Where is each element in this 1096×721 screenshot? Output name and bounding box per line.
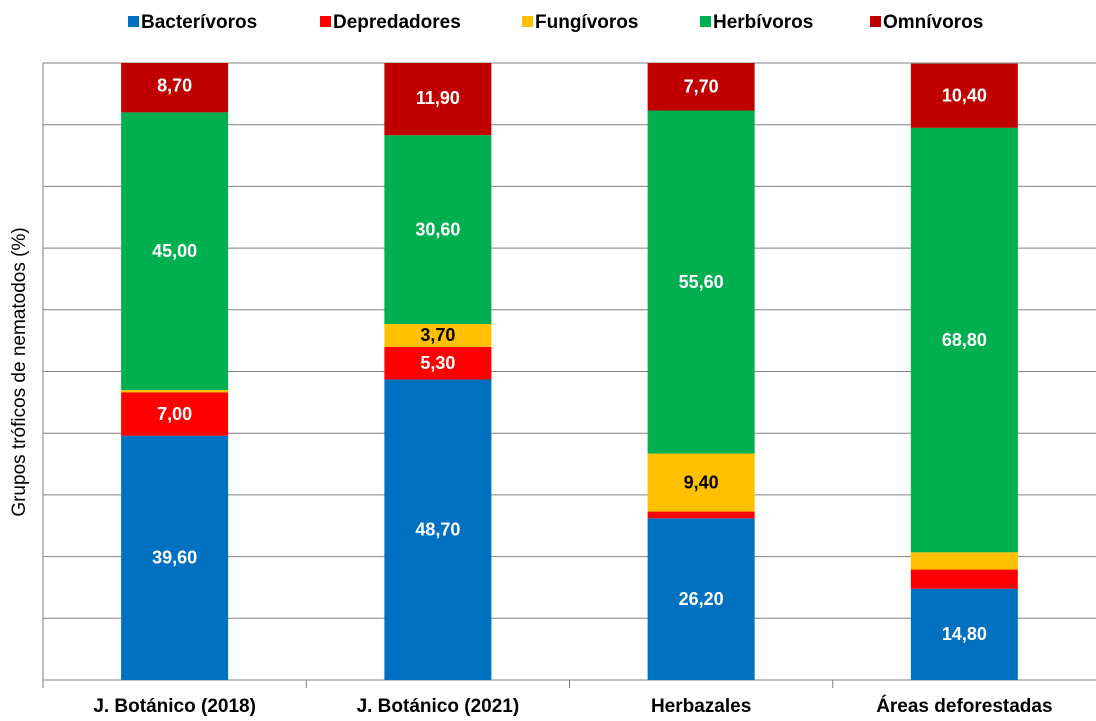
bar-segment xyxy=(647,63,755,111)
bar-segment xyxy=(384,379,492,680)
bar-segment xyxy=(121,112,229,391)
bar-segment xyxy=(647,511,755,519)
bar-segment xyxy=(384,323,492,347)
legend-label: Bacterívoros xyxy=(141,12,257,33)
bar-segment xyxy=(121,63,229,113)
bar-segment xyxy=(121,392,229,436)
data-label: 7,70 xyxy=(684,77,719,97)
data-label: 7,00 xyxy=(157,404,192,424)
bar-segment xyxy=(910,127,1018,553)
data-label: 48,70 xyxy=(415,520,460,540)
data-label: 10,40 xyxy=(942,85,987,105)
legend-swatch xyxy=(128,16,139,27)
bar-segment xyxy=(384,63,492,136)
bar-segment xyxy=(384,346,492,380)
data-label: 55,60 xyxy=(679,272,724,292)
y-axis-label: Grupos tróficos de nematodos (%) xyxy=(9,227,30,516)
legend-label: Depredadores xyxy=(333,12,461,33)
data-label: 45,00 xyxy=(152,241,197,261)
data-label: 9,40 xyxy=(684,472,719,492)
data-label: 11,90 xyxy=(416,88,460,108)
legend-label: Fungívoros xyxy=(535,12,638,33)
x-tick-label: J. Botánico (2018) xyxy=(93,696,256,717)
x-tick-label: Herbazales xyxy=(651,696,751,717)
bar-segment xyxy=(647,518,755,680)
bar-segment xyxy=(910,569,1018,589)
legend-label: Omnívoros xyxy=(883,12,983,33)
data-label: 8,70 xyxy=(157,75,192,95)
data-label: 26,20 xyxy=(679,589,724,609)
bar-segment xyxy=(121,435,229,680)
data-label: 30,60 xyxy=(415,219,460,239)
bar-segment xyxy=(910,552,1018,570)
x-tick-label: Áreas deforestadas xyxy=(876,695,1052,717)
bar-segment xyxy=(910,588,1018,680)
bar-segment xyxy=(910,63,1018,128)
legend-swatch xyxy=(320,16,331,27)
bar-segment xyxy=(647,453,755,512)
data-label: 3,70 xyxy=(420,325,455,345)
legend-swatch xyxy=(870,16,881,27)
data-label: 68,80 xyxy=(942,330,987,350)
bar-segment xyxy=(384,135,492,324)
data-label: 14,80 xyxy=(942,624,987,644)
bar-segment xyxy=(647,110,755,454)
legend-swatch xyxy=(522,16,533,27)
data-label: 5,30 xyxy=(420,353,455,373)
legend-swatch xyxy=(700,16,711,27)
data-label: 39,60 xyxy=(152,548,197,568)
x-tick-label: J. Botánico (2021) xyxy=(357,696,520,717)
legend-label: Herbívoros xyxy=(713,12,813,33)
bar-segment xyxy=(121,390,229,393)
bars xyxy=(121,63,1018,680)
